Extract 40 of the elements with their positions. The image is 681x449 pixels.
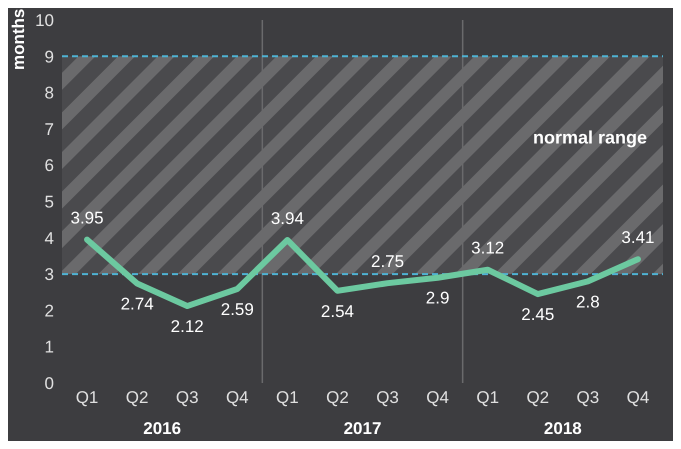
text: 2016 [143,419,182,438]
x-tick-label: Q2 [326,388,349,407]
data-label: 2.45 [521,305,554,324]
data-label: 2.54 [320,302,354,321]
data-label: 3.41 [621,228,655,248]
x-tick-label: Q3 [576,388,600,407]
y-tick-label: 8 [44,84,54,103]
y-tick-label: 10 [35,11,54,30]
data-label: 2.12 [170,317,204,336]
y-tick-label: 6 [44,156,54,176]
data-label: 2.8 [576,292,600,312]
y-tick-label: 9 [44,47,54,66]
x-tick-label: Q3 [376,388,399,407]
data-label: 2.74 [120,294,154,314]
data-label: 3.12 [471,238,504,258]
data-label: 3.95 [70,208,104,228]
x-tick-label: Q2 [526,388,550,407]
text: 2018 [544,419,582,438]
x-tick-label: Q1 [76,388,98,407]
y-tick-label: 2 [44,301,54,320]
y-tick-label: 4 [44,228,54,248]
y-axis-title: months [9,8,28,70]
y-tick-label: 7 [44,120,54,139]
band-label: normal range [532,127,647,148]
data-label: 2.59 [220,300,254,319]
x-tick-label: Q3 [176,388,199,407]
x-tick-label: Q4 [226,388,249,407]
x-tick-label: Q4 [426,388,449,407]
y-tick-label: 5 [44,192,54,212]
x-tick-label: Q1 [476,388,500,407]
y-tick-label: 3 [44,265,54,284]
x-tick-label: Q1 [276,388,299,407]
data-label: 2.75 [370,252,404,272]
x-tick-label: Q4 [626,388,650,407]
y-tick-label: 0 [44,374,54,394]
y-tick-label: 1 [44,338,54,357]
data-label: 3.94 [270,208,304,228]
x-tick-label: Q2 [126,388,148,407]
data-label: 2.9 [426,288,450,308]
text: 2017 [344,419,382,438]
